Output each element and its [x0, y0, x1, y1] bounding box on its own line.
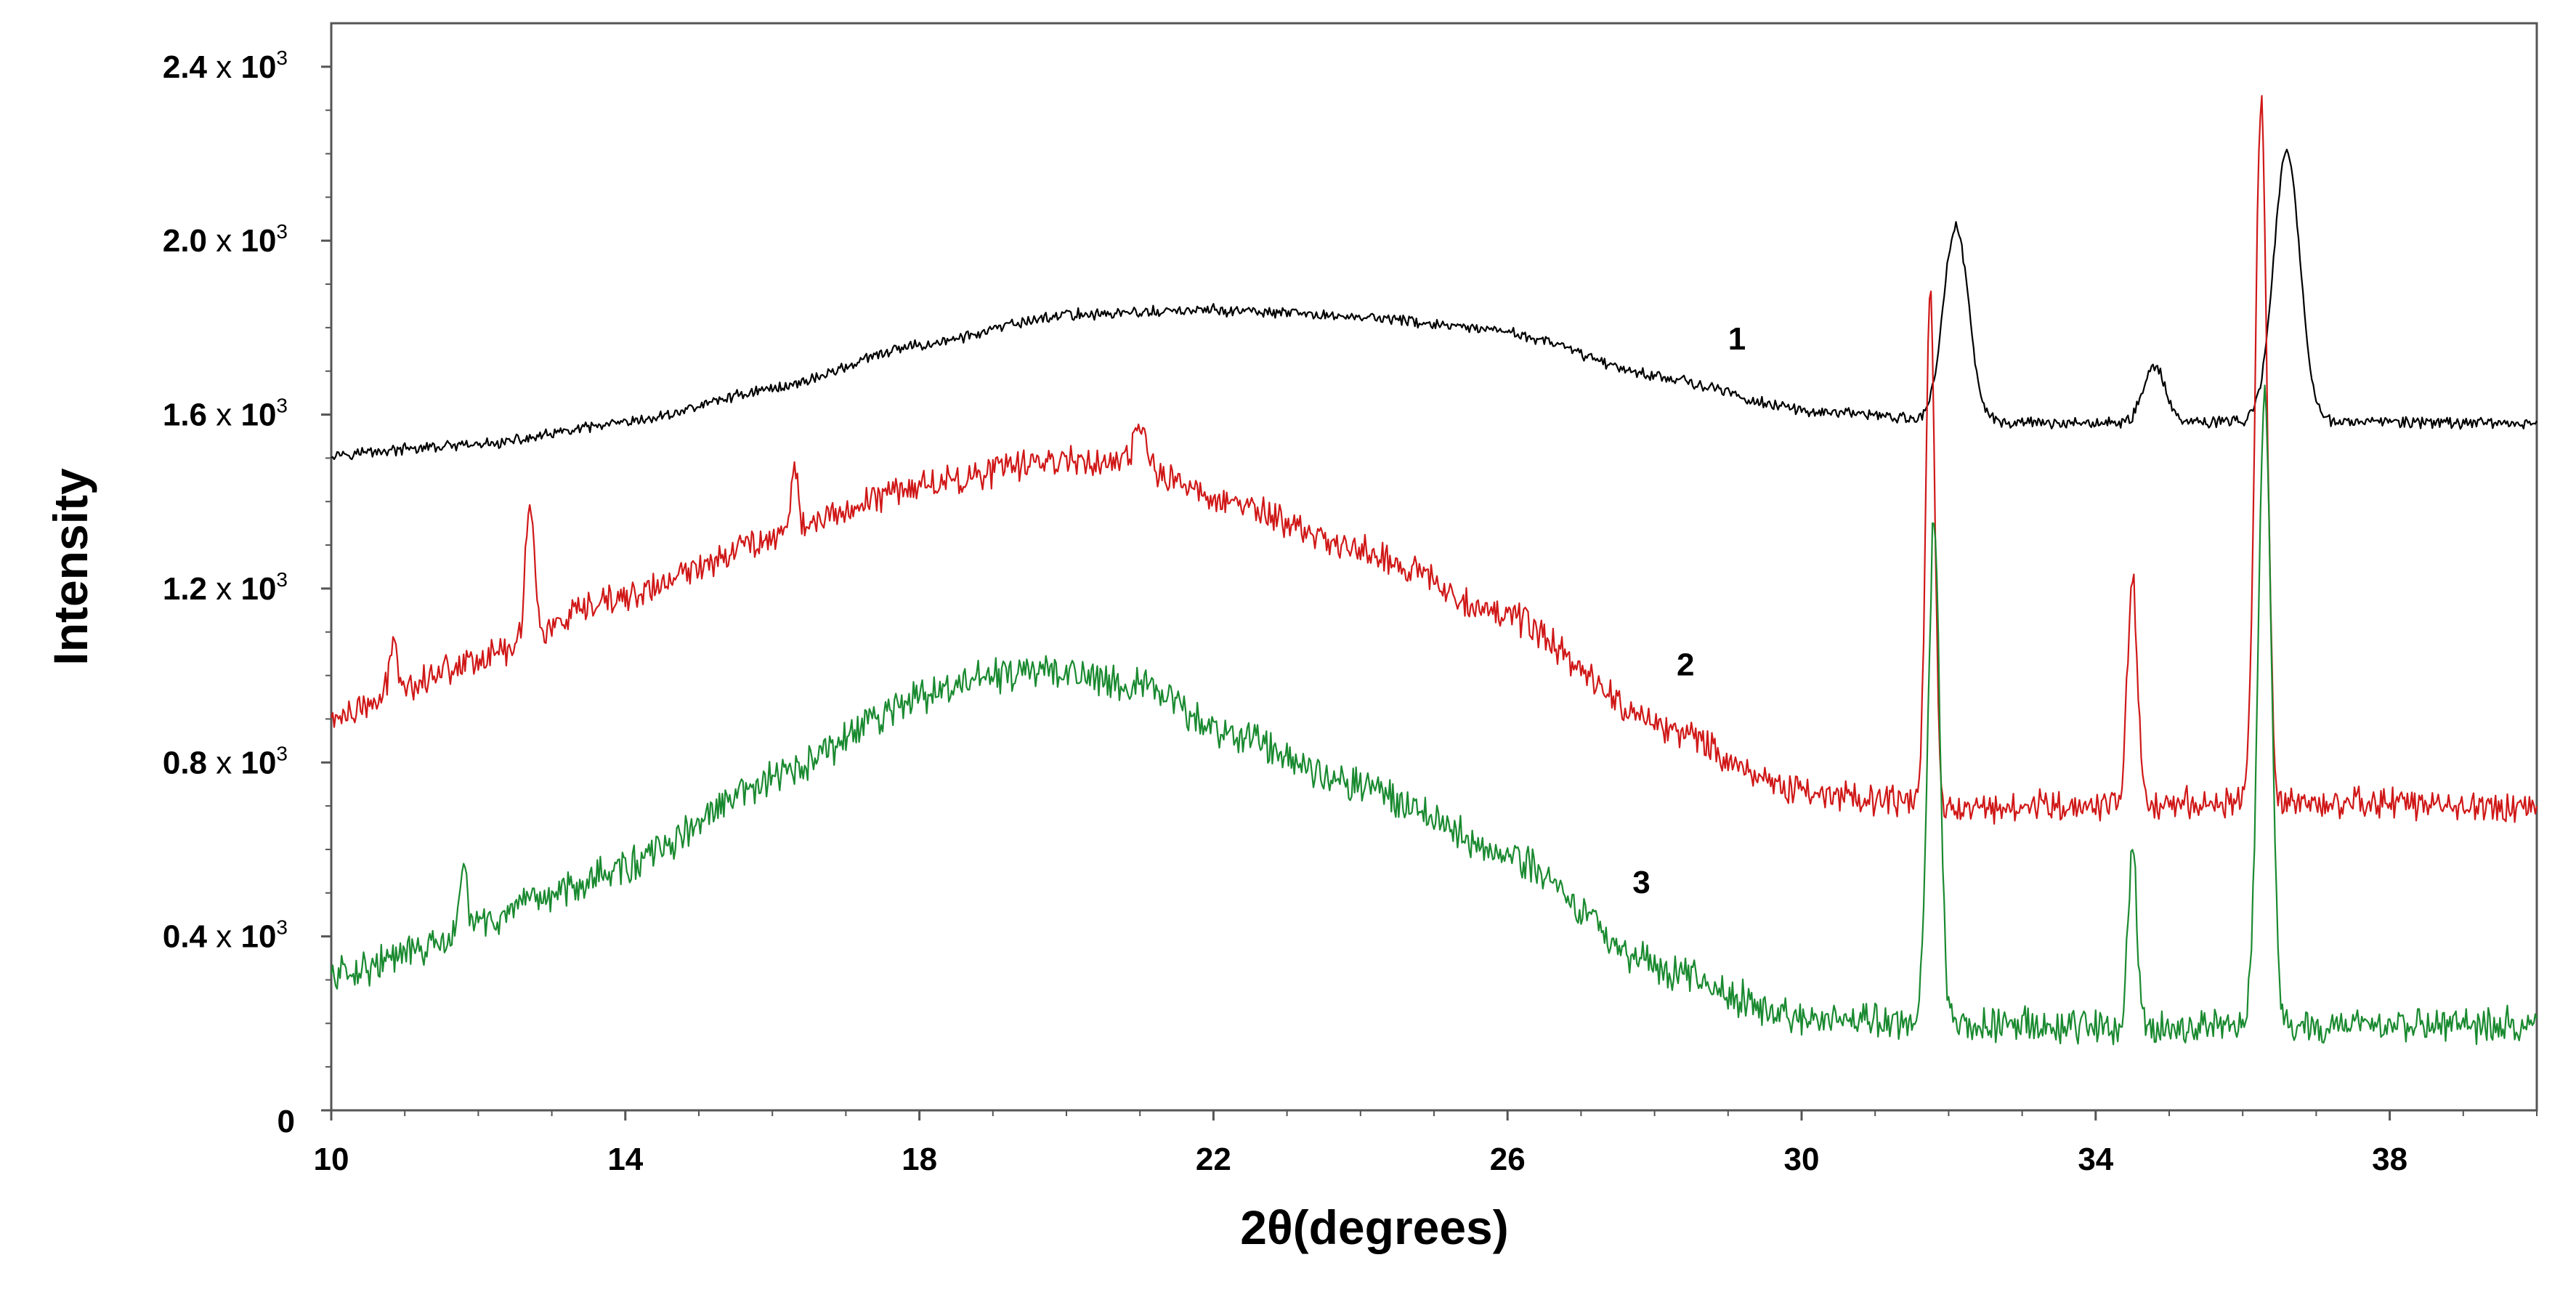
x-tick-label: 34: [2078, 1142, 2113, 1177]
series-1-line: [331, 148, 2537, 461]
x-tick-label: 26: [1490, 1142, 1526, 1177]
y-tick-label: 0.4 x 103: [163, 916, 288, 955]
y-tick-base: 10: [240, 919, 276, 955]
series-3-label: 3: [1632, 865, 1650, 900]
y-tick-exponent: 3: [276, 47, 288, 69]
y-tick-base: 10: [240, 49, 276, 85]
series-labels: 1 2 3: [1632, 321, 1746, 900]
y-tick-exponent: 3: [276, 568, 288, 591]
y-tick-times: x: [216, 223, 240, 259]
x-tick-label: 30: [1784, 1142, 1820, 1177]
y-tick-base: 10: [240, 397, 276, 433]
y-tick-exponent: 3: [276, 395, 288, 417]
y-tick-times: x: [216, 49, 240, 85]
y-tick-mantissa: 0.4: [163, 919, 216, 955]
x-tick-label: 18: [902, 1142, 937, 1177]
x-tick-label: 38: [2372, 1142, 2407, 1177]
series-2-line: [330, 94, 2538, 825]
series-3-line: [330, 384, 2538, 1046]
y-tick-mantissa: 1.6: [163, 397, 216, 433]
y-tick-exponent: 3: [276, 220, 288, 243]
y-tick-mantissa: 2.4: [163, 49, 216, 85]
y-tick-base: 10: [240, 223, 276, 259]
y-tick-label: 2.0 x 103: [163, 220, 288, 259]
y-tick-mantissa: 0.8: [163, 745, 216, 780]
y-tick-label: 1.6 x 103: [163, 395, 288, 433]
y-tick-base: 10: [240, 571, 276, 607]
y-tick-label: 2.4 x 103: [163, 47, 288, 85]
y-tick-label: 1.2 x 103: [163, 568, 288, 607]
y-tick-times: x: [216, 919, 240, 955]
series-lines: [330, 94, 2538, 1046]
y-tick-mantissa: 2.0: [163, 223, 216, 259]
series-1-label: 1: [1728, 321, 1746, 357]
y-tick-label: 0.8 x 103: [163, 742, 288, 780]
y-tick-times: x: [216, 745, 240, 780]
y-tick-exponent: 3: [276, 916, 288, 939]
x-tick-label: 22: [1196, 1142, 1231, 1177]
y-tick-times: x: [216, 397, 240, 433]
x-tick-label: 10: [314, 1142, 349, 1177]
y-tick-exponent: 3: [276, 742, 288, 764]
y-tick-mantissa: 1.2: [163, 571, 216, 607]
x-axis-title: 2θ(degrees): [1240, 1200, 1508, 1254]
series-2-label: 2: [1677, 647, 1694, 683]
y-tick-label: 0: [278, 1104, 295, 1139]
y-tick-times: x: [216, 571, 240, 607]
y-axis-title: Intensity: [44, 468, 97, 666]
x-tick-label: 14: [607, 1142, 643, 1177]
y-tick-base: 10: [240, 745, 276, 780]
x-axis-ticks: 10 14 18 22 26 30 34 38: [314, 1110, 2537, 1177]
